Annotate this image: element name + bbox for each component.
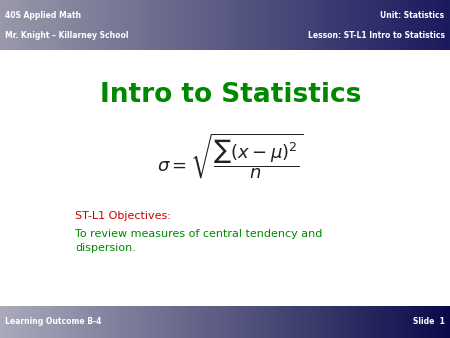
Text: ST-L1 Objectives:: ST-L1 Objectives: bbox=[76, 211, 171, 221]
Text: Slide  1: Slide 1 bbox=[413, 317, 445, 327]
Text: 40S Applied Math: 40S Applied Math bbox=[5, 11, 81, 20]
Text: Mr. Knight – Killarney School: Mr. Knight – Killarney School bbox=[5, 31, 129, 40]
Text: Intro to Statistics: Intro to Statistics bbox=[100, 82, 361, 108]
Text: Learning Outcome B-4: Learning Outcome B-4 bbox=[5, 317, 102, 327]
Text: To review measures of central tendency and
dispersion.: To review measures of central tendency a… bbox=[76, 229, 323, 253]
Text: $\sigma = \sqrt{\dfrac{\sum(x - \mu)^2}{n}}$: $\sigma = \sqrt{\dfrac{\sum(x - \mu)^2}{… bbox=[157, 131, 304, 181]
Text: Unit: Statistics: Unit: Statistics bbox=[381, 11, 445, 20]
Text: Lesson: ST-L1 Intro to Statistics: Lesson: ST-L1 Intro to Statistics bbox=[308, 31, 445, 40]
